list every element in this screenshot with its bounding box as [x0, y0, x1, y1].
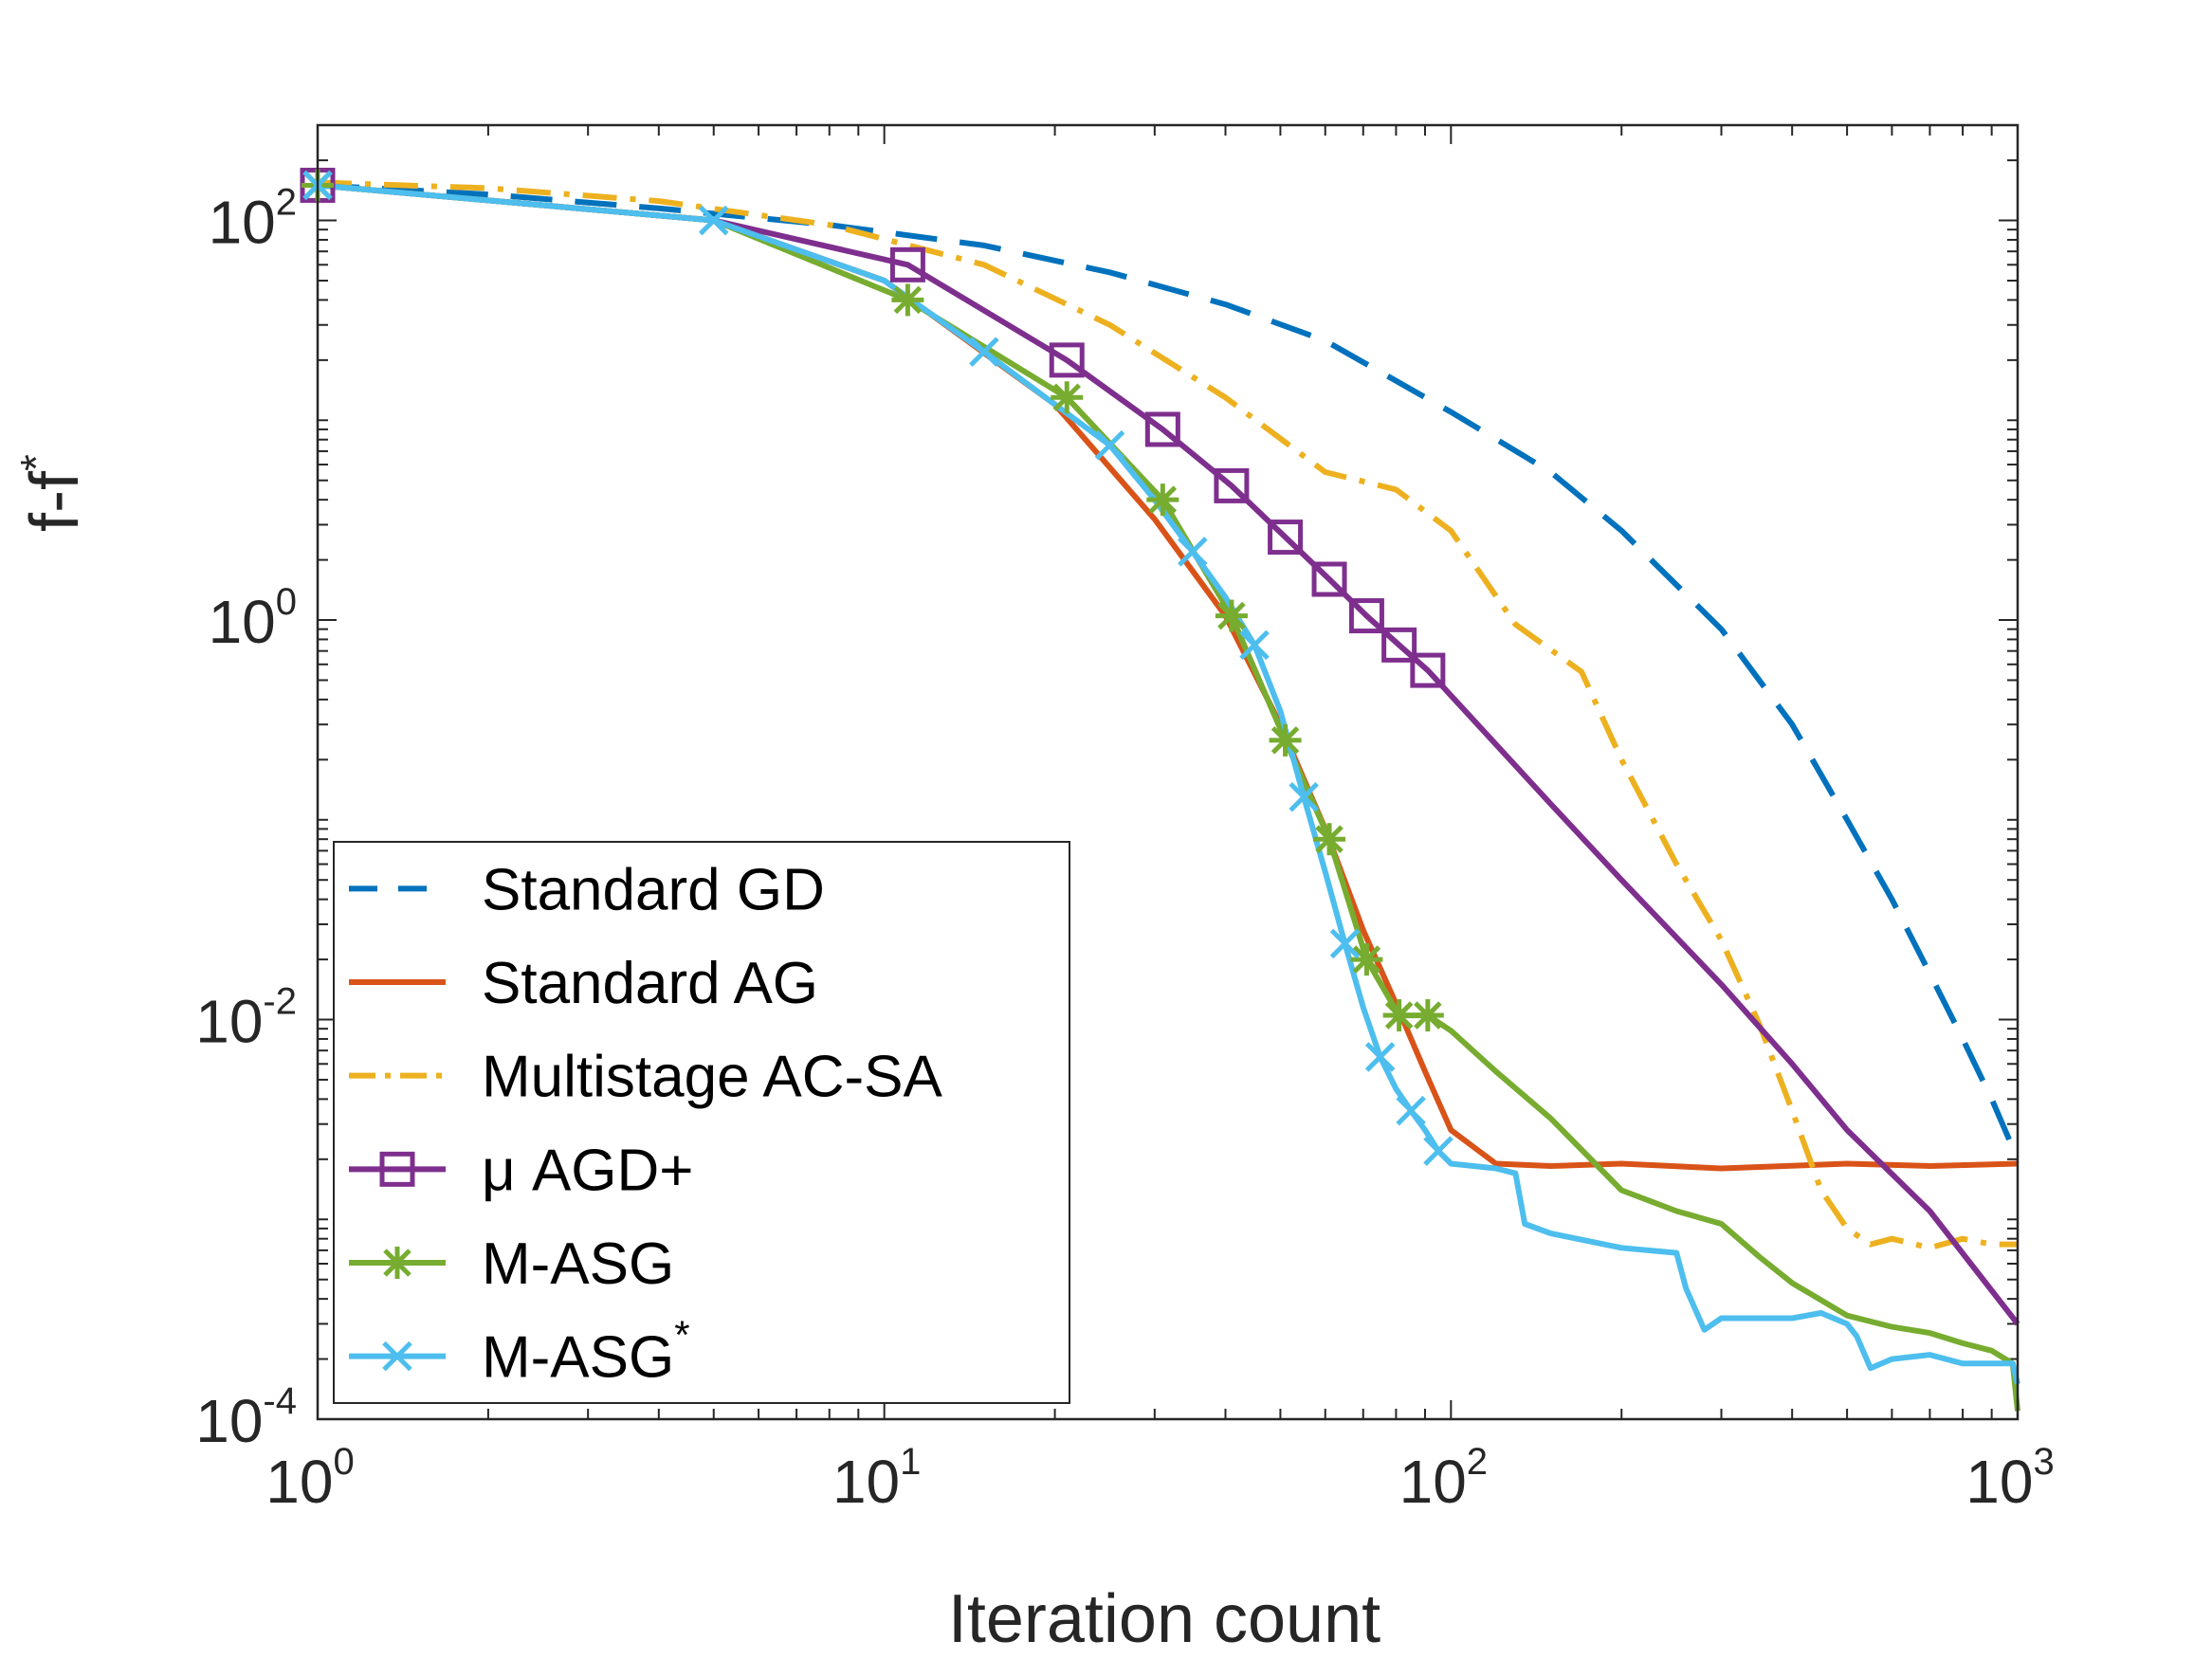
x-tick-label-exp: 0	[333, 1441, 354, 1483]
y-tick-label-exp: -2	[263, 981, 297, 1023]
x-tick-label-exp: 1	[900, 1441, 921, 1483]
series-marker-3	[1348, 598, 1384, 634]
legend-label-text: M-ASG	[482, 1231, 674, 1297]
series-marker-4	[1269, 723, 1302, 757]
axes-frame	[316, 123, 2020, 1421]
series-marker-5	[1239, 629, 1270, 661]
legend-entry: M-ASG*	[349, 1313, 690, 1391]
series-marker-5	[969, 337, 999, 367]
legend-label-text: Standard AG	[482, 951, 818, 1016]
legend-box	[333, 841, 1070, 1404]
series-marker-3	[1311, 561, 1347, 597]
series-marker-3	[1268, 520, 1304, 556]
legend-label: Standard AG	[482, 951, 818, 1016]
series-marker-3	[1144, 411, 1180, 447]
series-marker-5	[1289, 781, 1319, 812]
y-tick-label-base: 10	[209, 189, 276, 257]
y-axis-title-sup: *	[11, 454, 61, 471]
series-marker-4	[1313, 823, 1346, 856]
x-tick-label-base: 10	[832, 1448, 900, 1516]
legend-marker-5	[382, 1340, 412, 1372]
x-tick-label: 102	[1399, 1441, 1488, 1516]
series-marker-5	[1423, 1136, 1453, 1166]
legend-marker-4	[381, 1247, 413, 1279]
legend-label-sup: *	[674, 1313, 689, 1358]
legend-label: μ AGD+	[482, 1138, 694, 1203]
series-marker-4	[1051, 381, 1084, 414]
y-axis-title: f-f*	[11, 454, 93, 532]
x-tick-label-exp: 3	[2033, 1441, 2054, 1483]
y-tick-label: 100	[209, 581, 297, 656]
legend-entry: Standard AG	[349, 951, 818, 1016]
series-marker-4	[1146, 483, 1179, 517]
series-marker-4	[1215, 599, 1248, 632]
series-marker-5	[1178, 537, 1208, 567]
x-tick-label: 101	[832, 1441, 921, 1516]
x-tick-label-exp: 2	[1467, 1441, 1488, 1483]
series-marker-4	[1411, 999, 1444, 1032]
y-axis-title-base: f-f	[17, 470, 93, 532]
x-tick-label-base: 10	[265, 1448, 333, 1516]
series-marker-3	[1410, 652, 1446, 688]
series-marker-5	[698, 205, 729, 236]
legend-label: M-ASG	[482, 1231, 674, 1297]
legend-label: Multistage AC-SA	[482, 1045, 943, 1110]
legend-label-text: M-ASG	[482, 1325, 674, 1391]
axes-box	[316, 123, 2020, 1421]
y-tick-label-exp: 0	[276, 581, 297, 623]
legend-entry: Multistage AC-SA	[349, 1045, 943, 1110]
legend-label: Standard GD	[482, 857, 825, 922]
series-marker-5	[1364, 1042, 1396, 1072]
legend-label-text: μ AGD+	[482, 1138, 694, 1203]
series-marker-5	[1396, 1095, 1426, 1126]
legend-entry: Standard GD	[349, 857, 825, 922]
series-marker-4	[1350, 943, 1383, 976]
series-marker-5	[1329, 928, 1361, 959]
y-tick-label-exp: 2	[276, 182, 297, 224]
legend: Standard GD Standard AG Multistage AC-SA μ …	[333, 841, 1070, 1404]
y-tick-label: 10-4	[195, 1380, 297, 1455]
legend-marker-3	[379, 1151, 415, 1187]
series-marker-4	[891, 283, 924, 317]
x-tick-label: 103	[1965, 1441, 2054, 1516]
series-marker-4	[1382, 999, 1416, 1032]
y-tick-label-base: 10	[195, 988, 263, 1056]
y-tick-label: 10-2	[195, 981, 297, 1056]
legend-label-text: Standard GD	[482, 857, 825, 922]
x-axis-title: Iteration count	[948, 1581, 1380, 1657]
x-tick-label: 100	[265, 1441, 354, 1516]
series-marker-5	[1094, 429, 1125, 461]
y-tick-label-exp: -4	[263, 1380, 297, 1422]
series-line-4	[317, 182, 2020, 1412]
series-marker-3	[1381, 627, 1417, 663]
series-marker-3	[1214, 467, 1250, 503]
legend-entry: M-ASG	[349, 1231, 674, 1297]
legend-label-text: Multistage AC-SA	[482, 1045, 943, 1110]
y-tick-label: 102	[209, 182, 297, 257]
legend-entry: μ AGD+	[349, 1138, 694, 1203]
x-tick-label-base: 10	[1965, 1448, 2033, 1516]
series-marker-3	[1049, 342, 1085, 378]
legend-label: M-ASG*	[482, 1313, 690, 1391]
y-tick-label-base: 10	[209, 588, 276, 656]
series-marker-3	[889, 246, 925, 283]
series-line-2	[317, 179, 2018, 1251]
series-markers	[300, 167, 1453, 1166]
x-tick-label-base: 10	[1399, 1448, 1467, 1516]
y-tick-label-base: 10	[195, 1387, 263, 1455]
